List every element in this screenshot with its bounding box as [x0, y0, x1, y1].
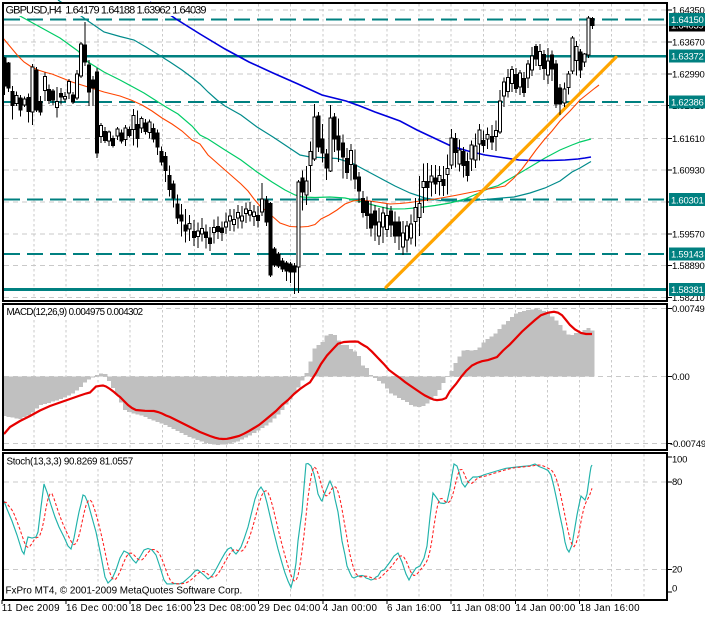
svg-text:11 Dec 2009: 11 Dec 2009 — [2, 603, 60, 614]
svg-text:1.62386: 1.62386 — [671, 98, 704, 109]
svg-text:1.62990: 1.62990 — [672, 70, 705, 81]
svg-text:18 Dec 16:00: 18 Dec 16:00 — [130, 603, 192, 614]
svg-text:16 Dec 00:00: 16 Dec 00:00 — [66, 603, 128, 614]
svg-text:1.59570: 1.59570 — [672, 229, 705, 240]
svg-text:0: 0 — [672, 584, 677, 595]
svg-text:4 Jan 00:00: 4 Jan 00:00 — [323, 603, 378, 614]
svg-text:6 Jan 16:00: 6 Jan 16:00 — [387, 603, 442, 614]
svg-text:23 Dec 08:00: 23 Dec 08:00 — [194, 603, 256, 614]
svg-text:1.63372: 1.63372 — [671, 52, 704, 63]
svg-text:Stoch(13,3,3) 90.8269 81.0557: Stoch(13,3,3) 90.8269 81.0557 — [7, 457, 133, 468]
svg-text:18 Jan 16:00: 18 Jan 16:00 — [580, 603, 641, 614]
svg-text:1.60930: 1.60930 — [672, 166, 705, 177]
svg-text:100: 100 — [672, 455, 687, 466]
svg-text:1.58210: 1.58210 — [672, 293, 705, 304]
svg-text:1.61610: 1.61610 — [672, 134, 705, 145]
svg-text:MACD(12,26,9) 0.004975 0.00430: MACD(12,26,9) 0.004975 0.004302 — [7, 307, 143, 318]
svg-text:1.63670: 1.63670 — [672, 38, 705, 49]
svg-text:1.58381: 1.58381 — [671, 285, 704, 296]
svg-text:0.00: 0.00 — [672, 372, 690, 383]
svg-text:20: 20 — [672, 565, 682, 576]
svg-text:GBPUSD,H4 1.64179 1.64188 1.6: GBPUSD,H4 1.64179 1.64188 1.63962 1.6403… — [6, 5, 207, 17]
svg-text:1.58890: 1.58890 — [672, 261, 705, 272]
svg-text:-0.00749: -0.00749 — [670, 439, 705, 450]
svg-text:11 Jan 08:00: 11 Jan 08:00 — [451, 603, 511, 614]
svg-text:1.64150: 1.64150 — [671, 15, 704, 26]
svg-text:1.60301: 1.60301 — [671, 195, 704, 206]
svg-text:FxPro MT4, © 2001-2009 MetaQuo: FxPro MT4, © 2001-2009 MetaQuotes Softwa… — [6, 586, 243, 597]
svg-text:29 Dec 04:00: 29 Dec 04:00 — [259, 603, 321, 614]
svg-text:0.00749: 0.00749 — [672, 304, 705, 315]
svg-text:1.64350: 1.64350 — [672, 6, 705, 17]
svg-text:1.59143: 1.59143 — [671, 250, 704, 261]
svg-text:80: 80 — [672, 477, 682, 488]
svg-text:14 Jan 00:00: 14 Jan 00:00 — [515, 603, 576, 614]
